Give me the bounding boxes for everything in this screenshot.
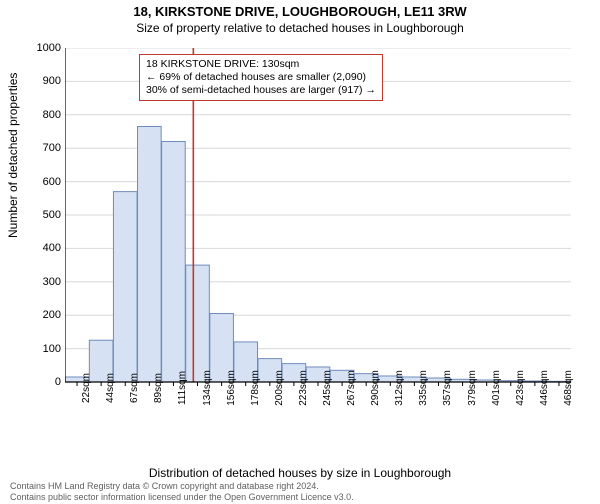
x-tick-label: 267sqm — [346, 370, 357, 406]
y-tick-label: 400 — [43, 242, 61, 254]
y-tick-label: 800 — [43, 109, 61, 121]
annotation-line2: ← 69% of detached houses are smaller (2,… — [146, 71, 376, 84]
x-tick-label: 468sqm — [563, 370, 574, 406]
y-tick-label: 600 — [43, 176, 61, 188]
x-tick-label: 379sqm — [467, 370, 478, 406]
x-tick-label: 357sqm — [442, 370, 453, 406]
x-tick-label: 111sqm — [177, 371, 188, 405]
x-axis-label: Distribution of detached houses by size … — [0, 466, 600, 480]
annotation-box: 18 KIRKSTONE DRIVE: 130sqm ← 69% of deta… — [139, 54, 383, 101]
x-tick-label: 22sqm — [81, 373, 92, 403]
y-tick-label: 0 — [55, 376, 61, 388]
x-tick-label: 134sqm — [202, 370, 213, 406]
y-axis-label: Number of detached properties — [6, 73, 20, 238]
annotation-line3: 30% of semi-detached houses are larger (… — [146, 84, 376, 97]
chart-plot-area: 18 KIRKSTONE DRIVE: 130sqm ← 69% of deta… — [65, 48, 575, 428]
x-tick-label: 401sqm — [491, 370, 502, 406]
x-tick-label: 223sqm — [298, 370, 309, 406]
x-tick-label: 67sqm — [129, 373, 140, 403]
annotation-line1: 18 KIRKSTONE DRIVE: 130sqm — [146, 58, 376, 71]
y-tick-label: 900 — [43, 75, 61, 87]
x-tick-label: 423sqm — [515, 370, 526, 406]
y-tick-label: 500 — [43, 209, 61, 221]
x-tick-label: 89sqm — [153, 373, 164, 403]
x-tick-label: 200sqm — [274, 370, 285, 406]
y-tick-label: 100 — [43, 343, 61, 355]
y-tick-label: 1000 — [37, 42, 61, 54]
y-tick-label: 300 — [43, 276, 61, 288]
chart-title: 18, KIRKSTONE DRIVE, LOUGHBOROUGH, LE11 … — [0, 4, 600, 19]
y-tick-label: 700 — [43, 142, 61, 154]
x-tick-label: 312sqm — [394, 370, 405, 406]
chart-container: 18, KIRKSTONE DRIVE, LOUGHBOROUGH, LE11 … — [0, 4, 600, 504]
x-tick-label: 245sqm — [322, 370, 333, 406]
attribution: Contains HM Land Registry data © Crown c… — [10, 481, 354, 502]
y-tick-label: 200 — [43, 309, 61, 321]
x-tick-label: 44sqm — [105, 373, 116, 403]
x-tick-label: 290sqm — [370, 370, 381, 406]
x-tick-label: 335sqm — [418, 370, 429, 406]
x-tick-label: 446sqm — [539, 370, 550, 406]
x-tick-label: 178sqm — [250, 370, 261, 406]
chart-subtitle: Size of property relative to detached ho… — [0, 21, 600, 35]
x-tick-label: 156sqm — [226, 370, 237, 406]
attribution-line2: Contains public sector information licen… — [10, 492, 354, 502]
attribution-line1: Contains HM Land Registry data © Crown c… — [10, 481, 354, 491]
